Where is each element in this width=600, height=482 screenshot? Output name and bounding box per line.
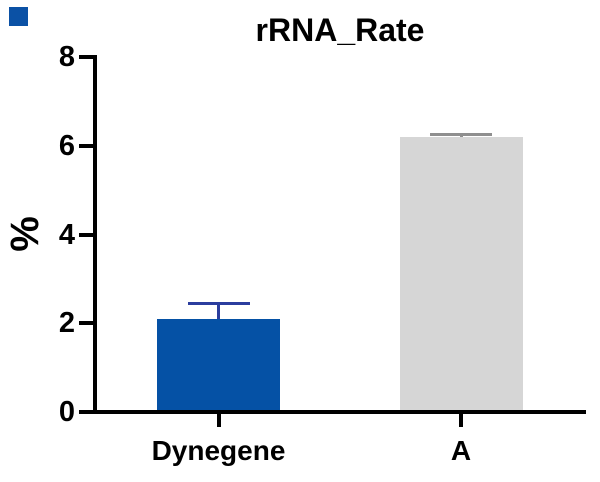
y-tick-label: 8 bbox=[58, 41, 75, 73]
bar-a bbox=[399, 136, 523, 412]
y-tick-label: 4 bbox=[58, 218, 75, 251]
y-axis-line bbox=[93, 55, 97, 414]
x-tick-mark bbox=[459, 412, 463, 427]
error-bar-cap bbox=[430, 133, 492, 137]
y-tick-label: 2 bbox=[58, 307, 75, 340]
bar-dynegene bbox=[157, 318, 280, 412]
corner-blue-square-marker bbox=[9, 7, 28, 26]
y-tick-mark bbox=[79, 55, 93, 59]
y-tick-label: 0 bbox=[58, 396, 75, 428]
y-tick-mark bbox=[79, 321, 93, 326]
error-bar-cap bbox=[187, 301, 250, 305]
x-tick-mark bbox=[216, 412, 221, 427]
chart-title: rRNA_Rate bbox=[255, 12, 425, 48]
y-tick-mark bbox=[79, 143, 93, 148]
error-bar-stem bbox=[217, 303, 220, 319]
x-axis-line bbox=[79, 410, 586, 414]
y-tick-mark bbox=[79, 232, 93, 237]
x-category-label: Dynegene bbox=[151, 435, 286, 466]
y-tick-label: 6 bbox=[58, 129, 75, 162]
x-category-label: A bbox=[450, 435, 472, 466]
